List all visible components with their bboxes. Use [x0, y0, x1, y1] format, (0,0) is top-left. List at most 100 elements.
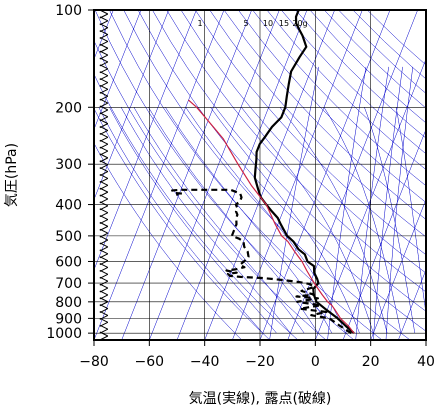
wind-barb-shaft — [99, 105, 109, 111]
wind-barb-shaft — [99, 283, 109, 289]
wind-barb-shaft — [99, 126, 109, 131]
wind-barb-shaft — [99, 187, 109, 193]
dry-adiabat-line — [180, 10, 426, 274]
wind-barb-shaft — [99, 201, 109, 207]
y-tick-label: 900 — [55, 311, 82, 327]
dry-adiabat-line — [238, 10, 426, 203]
isotherm-line — [121, 10, 252, 340]
wind-barb-shaft — [99, 249, 109, 255]
wind-barbs — [99, 9, 109, 341]
wind-barb-shaft — [99, 317, 109, 323]
wind-barb-shaft — [99, 36, 109, 42]
y-tick-label: 100 — [55, 3, 82, 19]
isotherm-line — [259, 10, 391, 340]
wind-barb-shaft — [99, 57, 109, 63]
reference-lines — [0, 10, 426, 340]
wind-barb-shaft — [99, 310, 109, 316]
wind-barb-shaft — [99, 30, 109, 36]
wind-barb-shaft — [99, 256, 109, 262]
dry-adiabat-line — [195, 10, 426, 256]
wind-barb-shaft — [99, 276, 109, 282]
x-tick-label: 40 — [417, 354, 435, 370]
dry-adiabat-line — [252, 10, 426, 187]
x-tick-label: −80 — [79, 354, 109, 370]
wind-barb-shaft — [99, 324, 109, 330]
wind-barb-shaft — [99, 43, 109, 49]
wind-barb-shaft — [99, 269, 109, 275]
isotherm-line — [0, 10, 3, 340]
x-tick-label: −60 — [135, 354, 165, 370]
dry-adiabat-line — [166, 10, 426, 293]
dry-adiabat-line — [209, 10, 426, 238]
dry-adiabat-line — [223, 10, 426, 220]
wind-barb-shaft — [99, 297, 109, 303]
isotherm-line — [94, 10, 197, 271]
wind-barb-shaft — [99, 180, 109, 186]
wind-barb-shaft — [99, 78, 109, 83]
wind-barb-shaft — [99, 153, 109, 159]
wind-barb-shaft — [99, 215, 109, 220]
x-tick-label: −40 — [190, 354, 220, 370]
isotherm-line — [232, 10, 363, 340]
wind-barb-shaft — [99, 64, 109, 70]
wind-barb-shaft — [99, 304, 109, 310]
y-tick-label: 600 — [55, 254, 82, 270]
dry-adiabat-line — [281, 10, 426, 155]
wind-barb-shaft — [99, 242, 109, 248]
isotherm-line — [398, 269, 426, 340]
isotherm-line — [94, 10, 225, 340]
mixing-ratio-label: 5 — [243, 19, 248, 28]
dry-adiabat-line — [123, 10, 411, 340]
dry-adiabat-line — [94, 10, 355, 340]
y-tick-label: 200 — [55, 100, 82, 116]
y-tick-label: 700 — [55, 276, 82, 292]
grid-lines — [94, 10, 426, 340]
wind-barb-shaft — [99, 84, 109, 90]
wind-barb-shaft — [99, 139, 109, 145]
wind-barb-shaft — [99, 98, 109, 104]
dry-adiabat-line — [266, 10, 426, 170]
wind-barb-shaft — [99, 235, 109, 241]
y-tick-label: 300 — [55, 157, 82, 173]
y-axis-title: 気圧(hPa) — [4, 143, 20, 207]
mixing-ratio-label: 15 — [279, 19, 289, 28]
isotherm-line — [204, 10, 335, 340]
wind-barb-shaft — [99, 263, 109, 268]
wind-barb-shaft — [99, 16, 109, 22]
wind-barb-shaft — [99, 221, 109, 227]
dry-adiabat-line — [94, 142, 242, 340]
mixing-ratio-labels: 1 5 10 15 20g — [197, 19, 307, 28]
isotherm-line — [370, 198, 426, 340]
dewpoint-line — [171, 188, 352, 335]
wind-barb-shaft — [99, 160, 109, 166]
x-tick-label: 0 — [311, 354, 320, 370]
wind-barb-shaft — [99, 290, 109, 296]
wind-barb-shaft — [99, 146, 109, 152]
y-tick-label: 400 — [55, 198, 82, 214]
series-layer — [171, 10, 355, 335]
mixing-ratio-label: 1 — [197, 19, 202, 28]
mixing-ratio-label: 10 — [263, 19, 273, 28]
x-tick-label: 20 — [362, 354, 380, 370]
dry-adiabat-line — [94, 40, 327, 340]
wind-barb-shaft — [99, 91, 109, 97]
x-axis-title: 気温(実線), 露点(破線) — [189, 391, 332, 407]
y-tick-label: 800 — [55, 295, 82, 311]
isotherm-line — [94, 10, 169, 201]
mixing-ratio-label: 20g — [292, 19, 307, 28]
wind-barb-shaft — [99, 71, 109, 77]
wind-barb-shaft — [99, 50, 109, 56]
wind-barb-shaft — [99, 132, 109, 138]
wind-barb-shaft — [99, 23, 109, 29]
x-axis: −80 −60 −40 −20 0 20 40 — [79, 340, 435, 370]
y-tick-label: 500 — [55, 229, 82, 245]
isotherm-line — [315, 58, 426, 340]
wind-barb-shaft — [99, 228, 109, 234]
wind-barb-shaft — [99, 331, 109, 337]
x-tick-label: −20 — [245, 354, 275, 370]
dry-adiabat-line — [152, 10, 426, 312]
wind-barb-shaft — [99, 208, 109, 214]
y-tick-label: 1000 — [46, 326, 82, 342]
